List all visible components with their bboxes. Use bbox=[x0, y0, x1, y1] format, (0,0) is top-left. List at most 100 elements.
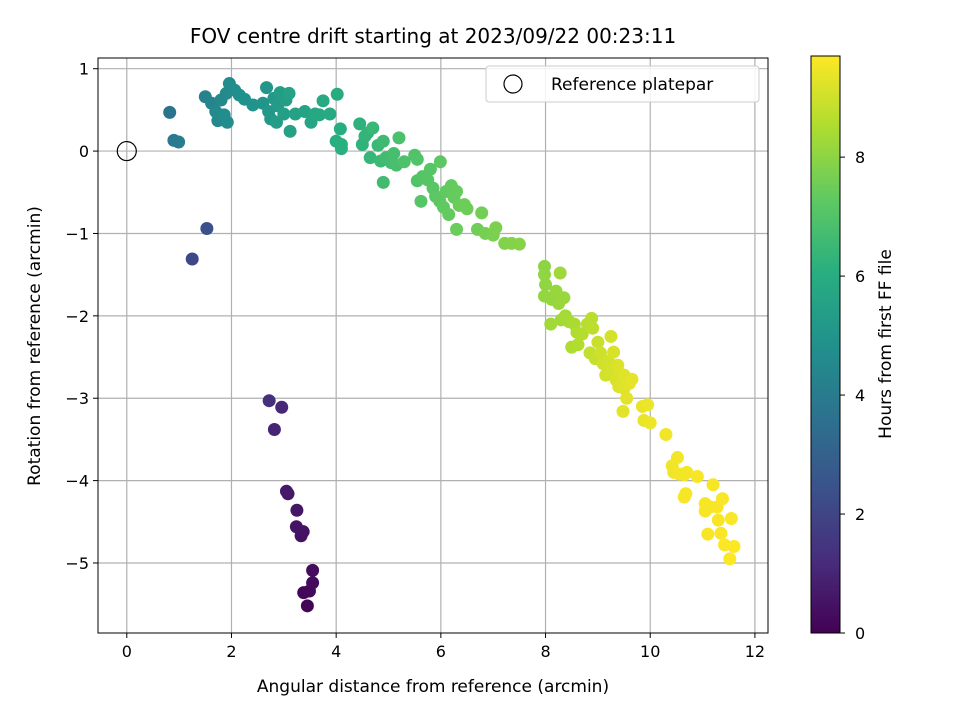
data-point bbox=[643, 416, 657, 430]
colorbar-tick-label: 2 bbox=[855, 505, 865, 524]
data-point bbox=[172, 135, 186, 149]
data-point bbox=[715, 492, 729, 506]
data-point bbox=[711, 513, 725, 527]
data-point bbox=[334, 137, 348, 151]
data-point bbox=[376, 134, 390, 148]
colorbar-tick-label: 8 bbox=[855, 148, 865, 167]
data-point bbox=[544, 317, 558, 331]
data-point bbox=[392, 131, 406, 145]
chart-title: FOV centre drift starting at 2023/09/22 … bbox=[190, 24, 676, 48]
data-point bbox=[330, 87, 344, 101]
data-point bbox=[275, 400, 289, 414]
colorbar-gradient bbox=[810, 55, 841, 634]
x-tick-label: 10 bbox=[640, 642, 660, 661]
data-point bbox=[423, 162, 437, 176]
data-point bbox=[306, 563, 320, 577]
data-point bbox=[433, 155, 447, 169]
data-point bbox=[723, 552, 737, 566]
data-point bbox=[512, 237, 526, 251]
data-point bbox=[323, 107, 337, 121]
data-point bbox=[312, 108, 326, 122]
data-point bbox=[414, 194, 428, 208]
colorbar-tick-label: 0 bbox=[855, 624, 865, 643]
data-point bbox=[450, 184, 464, 198]
data-point bbox=[163, 105, 177, 119]
reference-marker bbox=[116, 140, 137, 162]
data-point bbox=[442, 208, 456, 222]
colorbar: 0 2 4 6 8 Hours from first FF file bbox=[810, 55, 896, 643]
data-point bbox=[714, 526, 728, 540]
data-point bbox=[625, 372, 639, 386]
x-axis-label: Angular distance from reference (arcmin) bbox=[257, 677, 609, 697]
data-point bbox=[575, 327, 589, 341]
x-tick-label: 6 bbox=[436, 642, 446, 661]
x-tick-label: 4 bbox=[331, 642, 341, 661]
legend: Reference platepar bbox=[485, 65, 760, 103]
data-points bbox=[163, 77, 741, 613]
x-axis-ticks: 0 2 4 6 8 10 12 bbox=[122, 633, 765, 661]
data-point bbox=[585, 311, 599, 325]
x-tick-label: 2 bbox=[226, 642, 236, 661]
data-point bbox=[450, 222, 464, 236]
data-point bbox=[706, 478, 720, 492]
data-point bbox=[679, 487, 693, 501]
data-point bbox=[410, 152, 424, 166]
data-point bbox=[690, 469, 704, 483]
plot-area-frame bbox=[97, 57, 769, 634]
data-point bbox=[537, 268, 551, 282]
y-tick-label: −5 bbox=[65, 554, 89, 573]
x-tick-label: 8 bbox=[540, 642, 550, 661]
data-point bbox=[366, 121, 380, 135]
y-tick-label: −3 bbox=[65, 389, 89, 408]
data-point bbox=[553, 266, 567, 280]
colorbar-label: Hours from first FF file bbox=[876, 249, 896, 439]
data-point bbox=[701, 527, 715, 541]
grid-lines bbox=[98, 58, 768, 633]
y-tick-label: −4 bbox=[65, 472, 89, 491]
data-point bbox=[397, 155, 411, 169]
data-point bbox=[604, 329, 618, 343]
data-point bbox=[282, 86, 296, 100]
legend-box bbox=[485, 65, 760, 103]
colorbar-tick-label: 4 bbox=[855, 386, 865, 405]
data-point bbox=[306, 576, 320, 590]
data-point bbox=[279, 484, 293, 498]
y-tick-label: −1 bbox=[65, 224, 89, 243]
y-tick-label: 1 bbox=[79, 60, 89, 79]
data-point bbox=[185, 252, 199, 266]
data-point bbox=[616, 404, 630, 418]
data-point bbox=[571, 338, 585, 352]
legend-marker bbox=[503, 74, 523, 94]
data-point bbox=[680, 465, 694, 479]
data-point bbox=[289, 520, 303, 534]
data-point bbox=[200, 222, 214, 236]
data-point bbox=[539, 278, 553, 292]
data-point bbox=[260, 81, 274, 95]
data-point bbox=[475, 206, 489, 220]
data-point bbox=[586, 321, 600, 335]
colorbar-tick-label: 6 bbox=[855, 267, 865, 286]
data-point bbox=[659, 427, 673, 441]
data-point bbox=[670, 451, 684, 465]
data-point bbox=[363, 151, 377, 165]
reference-point bbox=[116, 140, 137, 162]
data-point bbox=[267, 423, 281, 437]
data-point bbox=[460, 202, 474, 216]
y-axis-ticks: 1 0 −1 −2 −3 −4 −5 bbox=[65, 60, 98, 573]
data-point bbox=[262, 394, 276, 408]
data-point bbox=[220, 115, 234, 129]
y-tick-label: −2 bbox=[65, 307, 89, 326]
x-tick-label: 12 bbox=[745, 642, 765, 661]
data-point bbox=[620, 391, 634, 405]
data-point bbox=[353, 117, 367, 131]
y-axis-label: Rotation from reference (arcmin) bbox=[25, 206, 45, 486]
data-point bbox=[300, 599, 314, 613]
data-point bbox=[376, 175, 390, 189]
data-point bbox=[489, 221, 503, 235]
y-tick-label: 0 bbox=[79, 142, 89, 161]
legend-label: Reference platepar bbox=[551, 75, 713, 95]
data-point bbox=[283, 124, 297, 138]
data-point bbox=[246, 98, 260, 112]
data-point bbox=[557, 291, 571, 305]
